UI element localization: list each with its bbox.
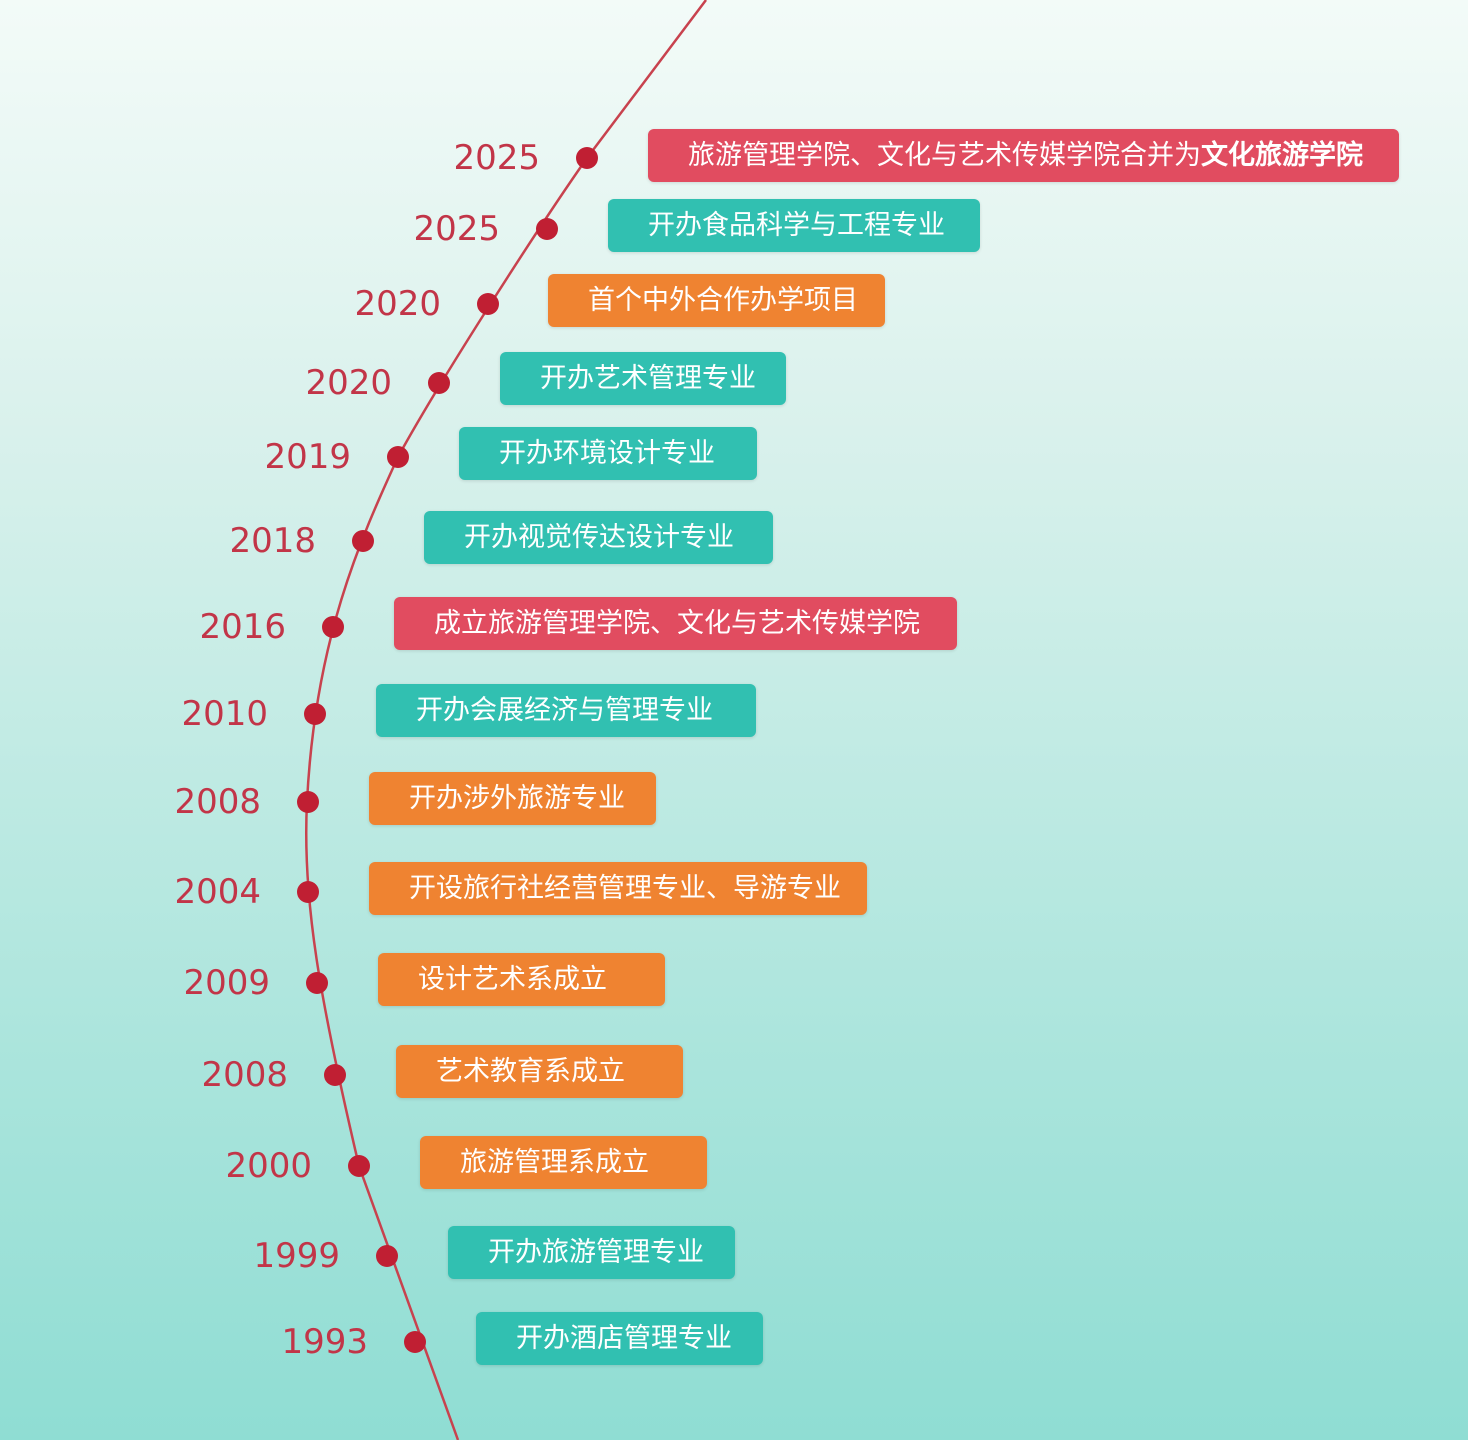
event-box: 开设旅行社经营管理专业、导游专业 xyxy=(369,862,867,915)
event-year: 2025 xyxy=(413,209,500,249)
event-text: 开办涉外旅游专业 xyxy=(409,783,625,814)
event-text: 艺术教育系成立 xyxy=(436,1056,625,1087)
timeline-dot xyxy=(428,372,450,394)
event-box: 艺术教育系成立 xyxy=(396,1045,683,1098)
timeline-dot xyxy=(297,881,319,903)
event-text: 首个中外合作办学项目 xyxy=(588,285,858,316)
event-text: 开办艺术管理专业 xyxy=(540,363,756,394)
event-text: 开办会展经济与管理专业 xyxy=(416,695,713,726)
event-year: 2025 xyxy=(453,138,540,178)
event-year: 2008 xyxy=(174,782,261,822)
event-box: 开办旅游管理专业 xyxy=(448,1226,735,1279)
event-year: 2004 xyxy=(174,872,261,912)
timeline-dot xyxy=(404,1331,426,1353)
event-box: 开办环境设计专业 xyxy=(459,427,757,480)
event-text: 开办食品科学与工程专业 xyxy=(648,210,945,241)
timeline-dot xyxy=(348,1155,370,1177)
timeline-dot xyxy=(536,218,558,240)
event-box: 开办会展经济与管理专业 xyxy=(376,684,756,737)
timeline-dot xyxy=(304,703,326,725)
event-box: 旅游管理系成立 xyxy=(420,1136,707,1189)
event-box: 开办视觉传达设计专业 xyxy=(424,511,773,564)
timeline-dot xyxy=(306,972,328,994)
event-text: 开办视觉传达设计专业 xyxy=(464,522,734,553)
event-box: 开办艺术管理专业 xyxy=(500,352,786,405)
event-year: 2009 xyxy=(183,963,270,1003)
event-text: 旅游管理学院、文化与艺术传媒学院合并为 xyxy=(688,140,1201,171)
event-text: 开办酒店管理专业 xyxy=(516,1323,732,1354)
event-year: 2010 xyxy=(181,694,268,734)
timeline-dot xyxy=(352,530,374,552)
event-year: 1993 xyxy=(281,1322,368,1362)
timeline-dot xyxy=(477,293,499,315)
event-year: 2018 xyxy=(229,521,316,561)
event-text: 开办环境设计专业 xyxy=(499,438,715,469)
event-box: 首个中外合作办学项目 xyxy=(548,274,885,327)
timeline-dot xyxy=(376,1245,398,1267)
timeline-dot xyxy=(387,446,409,468)
event-text-bold: 文化旅游学院 xyxy=(1201,140,1363,171)
event-text: 成立旅游管理学院、文化与艺术传媒学院 xyxy=(434,608,920,639)
event-box: 开办食品科学与工程专业 xyxy=(608,199,980,252)
event-box: 成立旅游管理学院、文化与艺术传媒学院 xyxy=(394,597,957,650)
timeline-dot xyxy=(576,147,598,169)
timeline-dot xyxy=(322,616,344,638)
event-text: 旅游管理系成立 xyxy=(460,1147,649,1178)
event-box: 设计艺术系成立 xyxy=(378,953,665,1006)
event-year: 2008 xyxy=(201,1055,288,1095)
event-year: 2020 xyxy=(354,284,441,324)
event-text: 开办旅游管理专业 xyxy=(488,1237,704,1268)
event-box: 开办酒店管理专业 xyxy=(476,1312,763,1365)
event-year: 2020 xyxy=(305,363,392,403)
event-text: 开设旅行社经营管理专业、导游专业 xyxy=(409,873,841,904)
timeline-dot xyxy=(297,791,319,813)
timeline-dot xyxy=(324,1064,346,1086)
event-year: 2019 xyxy=(264,437,351,477)
event-text: 设计艺术系成立 xyxy=(418,964,607,995)
event-box: 开办涉外旅游专业 xyxy=(369,772,656,825)
event-box: 旅游管理学院、文化与艺术传媒学院合并为文化旅游学院 xyxy=(648,129,1399,182)
event-year: 2000 xyxy=(225,1146,312,1186)
event-year: 1999 xyxy=(253,1236,340,1276)
event-year: 2016 xyxy=(199,607,286,647)
